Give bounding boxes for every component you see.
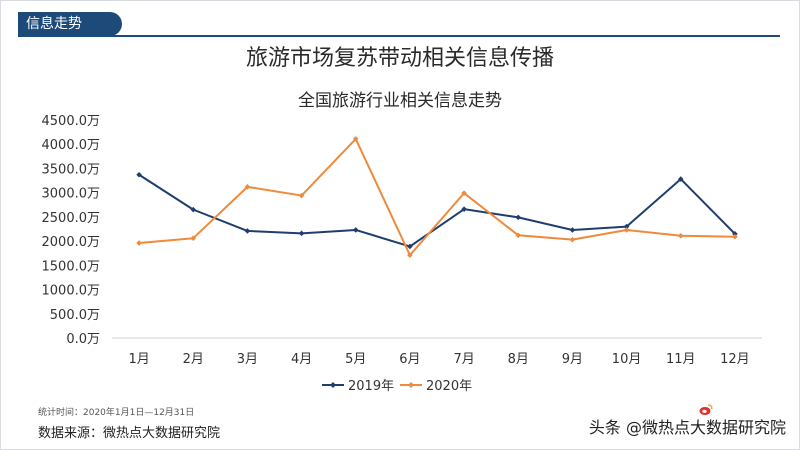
x-axis: 1月 2月 3月 4月 5月 6月 7月 8月 9月 10月 11月 12月	[112, 337, 762, 367]
data-point	[461, 206, 467, 212]
data-point	[569, 227, 576, 233]
x-tick-label: 7月	[453, 352, 474, 367]
x-tick-label: 12月	[720, 352, 750, 367]
data-point	[677, 232, 684, 239]
series-line	[138, 137, 735, 257]
x-tick-label: 4月	[291, 352, 312, 367]
y-tick-label: 4000.0万	[42, 138, 101, 153]
data-point	[515, 232, 522, 239]
y-tick-label: 3500.0万	[42, 162, 101, 177]
x-tick-label: 3月	[237, 352, 258, 367]
data-point	[298, 230, 305, 237]
legend-marker	[330, 382, 336, 388]
weibo-logo-icon	[699, 404, 713, 415]
y-tick-label: 4500.0万	[42, 114, 101, 129]
legend-label: 2020年	[426, 379, 472, 394]
x-tick-label: 8月	[508, 352, 529, 367]
data-point	[136, 240, 142, 246]
legend-marker	[408, 382, 414, 388]
data-point	[407, 243, 413, 250]
data-point	[244, 184, 251, 190]
data-point	[623, 227, 630, 233]
data-point	[352, 227, 359, 233]
data-point	[677, 176, 684, 182]
legend-item: 2019年	[322, 379, 394, 394]
series-2019年	[136, 171, 738, 250]
legend-item: 2020年	[400, 379, 472, 394]
series-2020年	[136, 136, 738, 258]
x-tick-label: 11月	[666, 352, 696, 367]
series-line	[138, 173, 736, 248]
x-tick-label: 5月	[345, 352, 366, 367]
data-source: 数据来源：微热点大数据研究院	[38, 426, 221, 441]
data-point	[732, 231, 738, 237]
legend-label: 2019年	[348, 379, 394, 394]
data-point	[298, 192, 305, 199]
x-tick-label: 2月	[183, 352, 204, 367]
data-point	[732, 233, 738, 240]
data-point	[461, 190, 467, 196]
page-title: 旅游市场复苏带动相关信息传播	[245, 46, 554, 71]
y-tick-label: 0.0万	[66, 332, 100, 347]
y-tick-label: 2500.0万	[42, 211, 101, 226]
watermark: 头条 @微热点大数据研究院	[588, 418, 786, 437]
y-tick-label: 500.0万	[50, 308, 100, 323]
x-tick-label: 10月	[612, 352, 642, 367]
data-point	[244, 228, 251, 234]
y-tick-label: 1000.0万	[42, 284, 101, 299]
data-point	[352, 136, 359, 142]
y-tick-label: 3000.0万	[42, 187, 101, 202]
y-tick-label: 1500.0万	[42, 259, 101, 274]
x-tick-label: 6月	[399, 352, 420, 367]
data-point	[190, 235, 197, 242]
y-axis: 0.0万 500.0万 1000.0万 1500.0万 2000.0万 2500.0万 30…	[42, 114, 101, 347]
x-tick-label: 9月	[562, 352, 583, 367]
section-tag: 信息走势	[18, 12, 122, 36]
data-point	[136, 171, 142, 178]
data-point	[515, 214, 522, 221]
section-divider	[18, 35, 780, 37]
x-tick-label: 1月	[128, 352, 149, 367]
data-point	[190, 206, 197, 213]
data-point	[407, 252, 413, 258]
data-point	[569, 236, 576, 243]
data-point	[623, 223, 630, 230]
legend: 2019年 2020年	[322, 379, 472, 394]
statistics-period: 统计时间：2020年1月1日—12月31日	[38, 408, 195, 418]
y-tick-label: 2000.0万	[42, 235, 101, 250]
chart-title: 全国旅游行业相关信息走势	[298, 91, 502, 111]
series-layer	[136, 136, 738, 258]
